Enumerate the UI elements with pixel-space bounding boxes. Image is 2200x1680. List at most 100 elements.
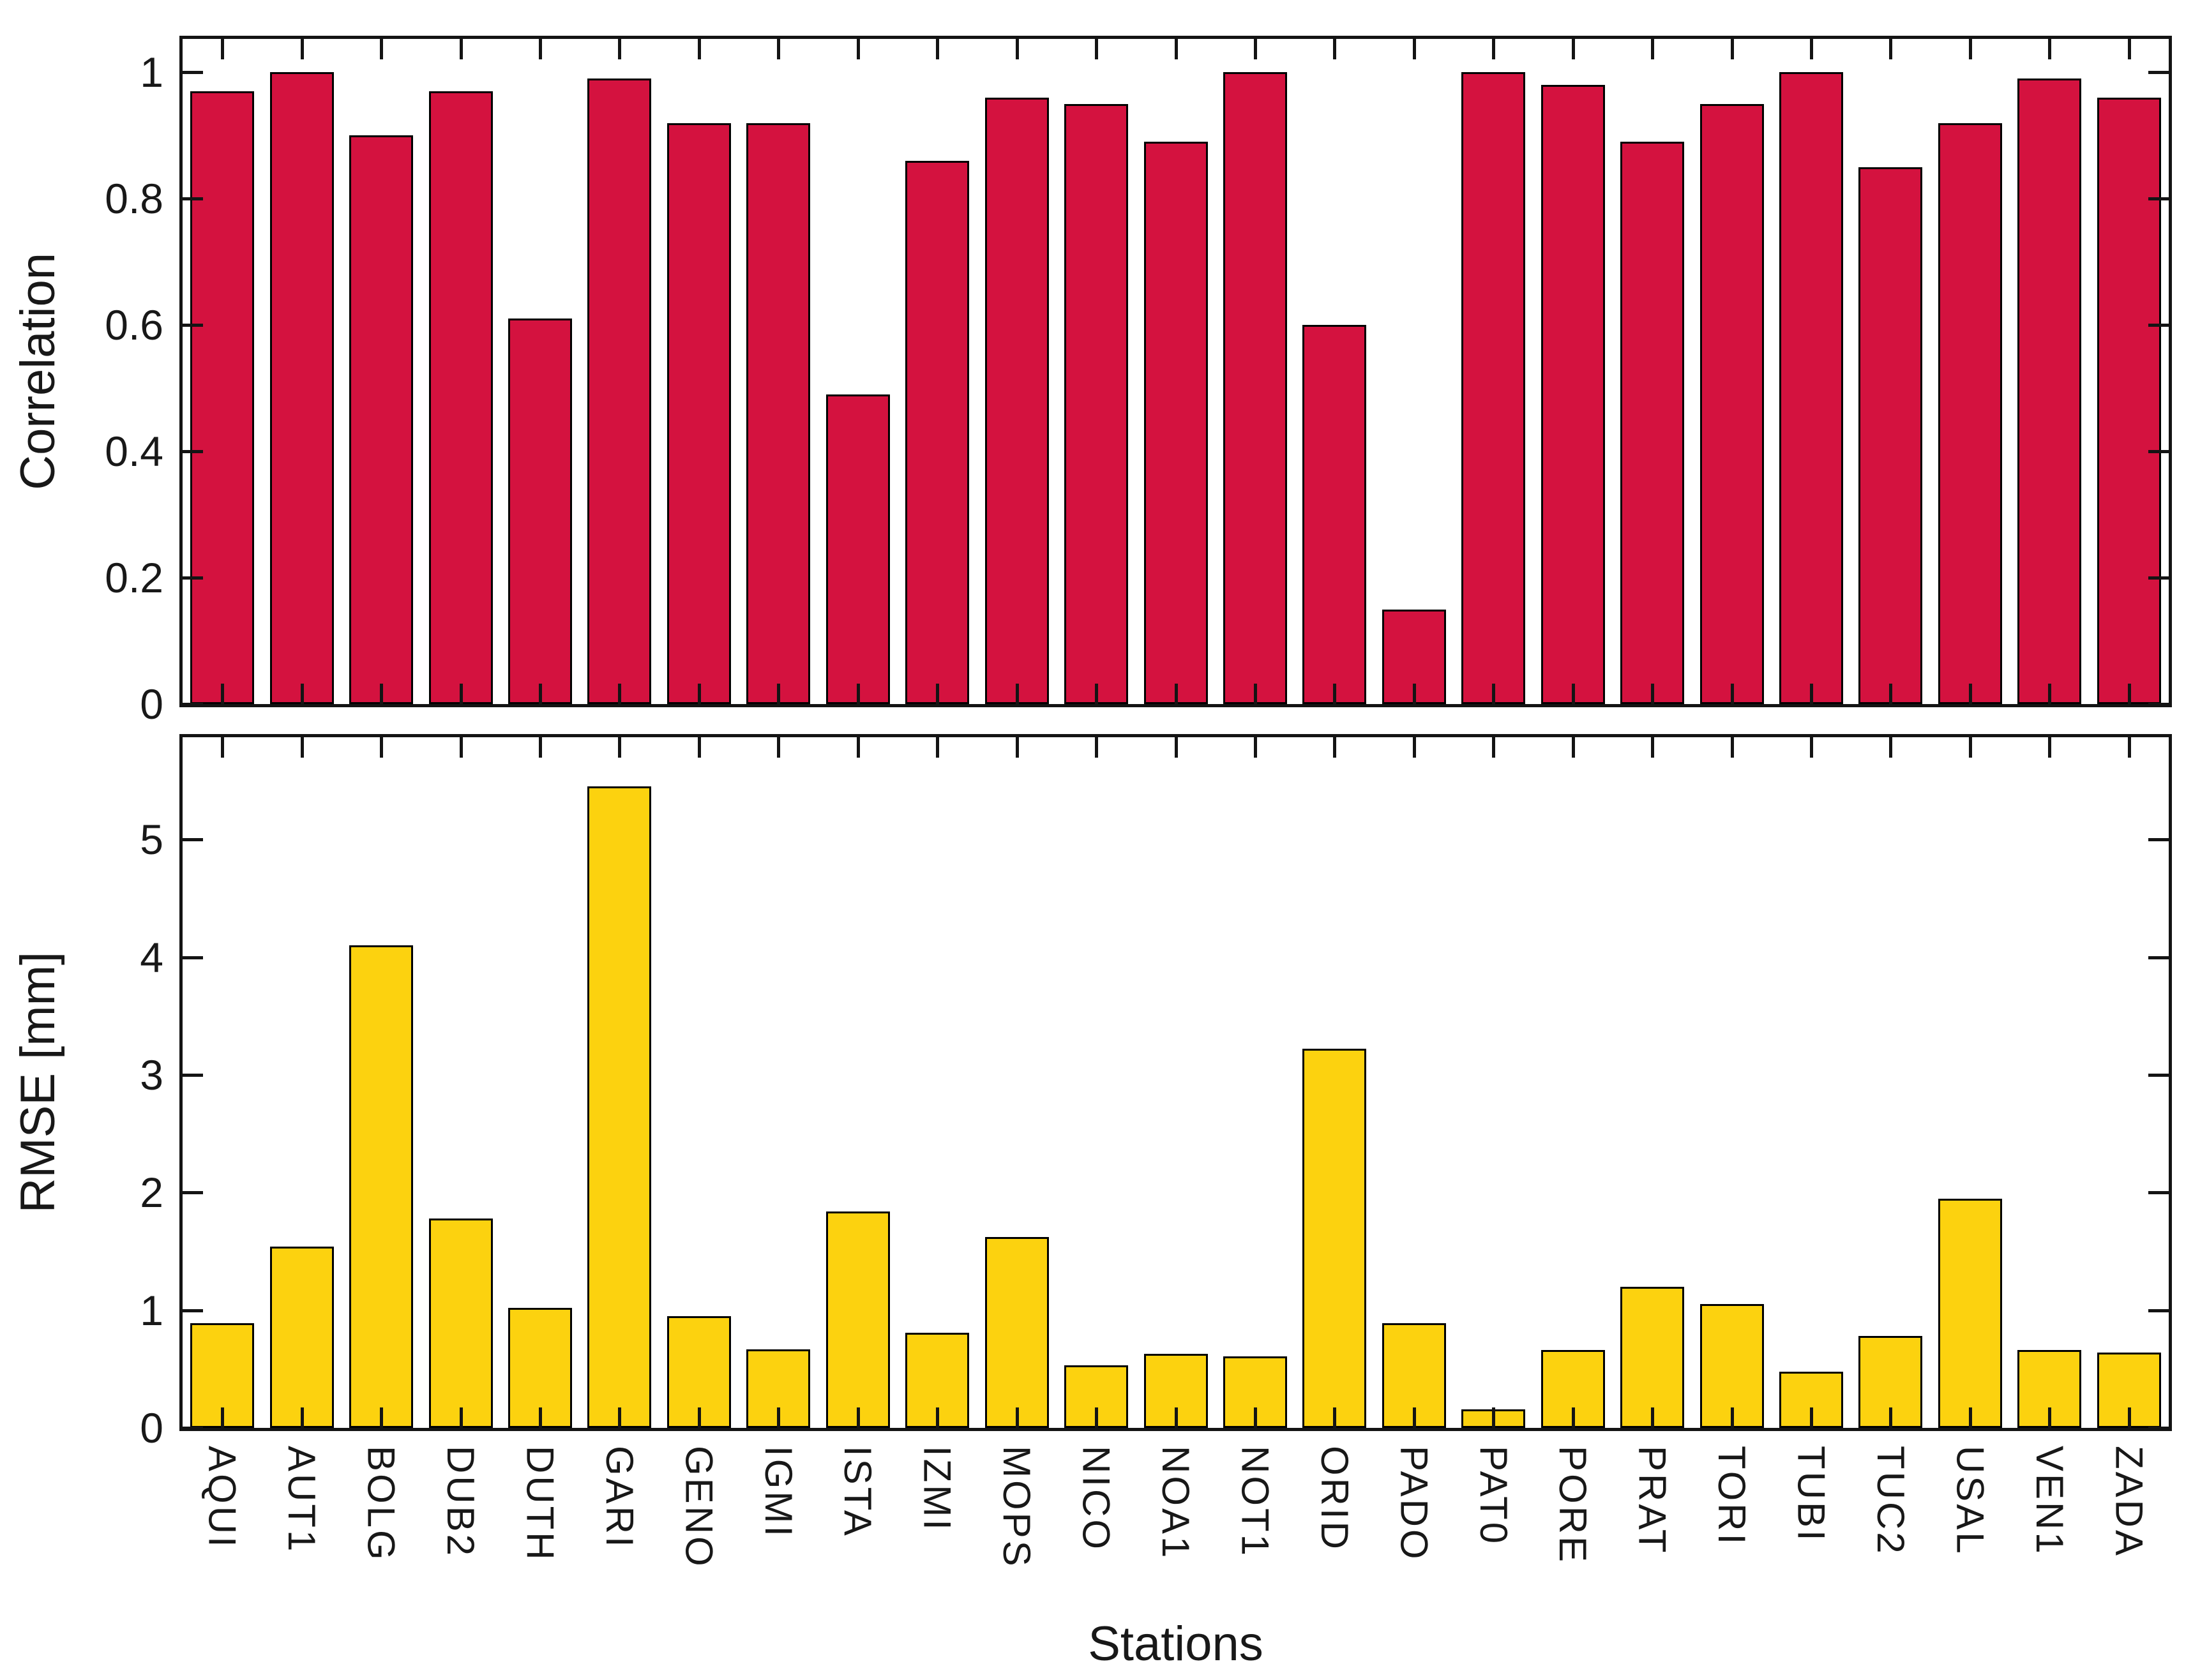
y-tick-label-1: 1 bbox=[140, 1286, 163, 1334]
correlation-plot-area: 0 0.2 0.4 0.6 0.8 1 bbox=[105, 36, 2172, 725]
y-tick-right bbox=[2148, 838, 2169, 842]
x-tick-bottom bbox=[1333, 684, 1337, 704]
y-tick-left bbox=[183, 956, 203, 959]
y-tick-left bbox=[183, 1427, 203, 1430]
x-tick-top bbox=[221, 39, 225, 59]
y-tick-label-0: 0 bbox=[140, 680, 163, 728]
x-tick-bottom bbox=[1492, 684, 1496, 704]
x-tick-bottom bbox=[380, 684, 384, 704]
y-tick-left bbox=[183, 576, 203, 580]
x-tick-top bbox=[538, 737, 542, 758]
x-tick-bottom bbox=[2048, 684, 2052, 704]
x-tick-top bbox=[1810, 39, 1814, 59]
x-tick-top bbox=[697, 737, 701, 758]
x-tick-bottom bbox=[1968, 684, 1972, 704]
correlation-panel: 0 0.2 0.4 0.6 0.8 1 bbox=[105, 36, 2172, 725]
y-tick-left bbox=[183, 324, 203, 327]
bottom-bar-NICO bbox=[1064, 1365, 1129, 1428]
x-tick-label-PAT0: PAT0 bbox=[1472, 1446, 1515, 1547]
x-tick-top bbox=[2127, 737, 2131, 758]
bottom-bar-USAL bbox=[1938, 1198, 2002, 1428]
top-bar-AQUI bbox=[190, 91, 255, 704]
x-tick-bottom bbox=[618, 1407, 622, 1428]
y-tick-left bbox=[183, 838, 203, 842]
y-tick-label-5: 5 bbox=[140, 816, 163, 864]
x-tick-top bbox=[1015, 737, 1019, 758]
y-axis-title-correlation-text: Correlation bbox=[11, 253, 65, 490]
x-tick-bottom bbox=[1571, 1407, 1575, 1428]
x-tick-bottom bbox=[1174, 684, 1178, 704]
x-tick-top bbox=[1095, 39, 1099, 59]
x-tick-label-AQUI: AQUI bbox=[200, 1446, 244, 1550]
bottom-bar-TORI bbox=[1699, 1304, 1764, 1428]
x-tick-top bbox=[856, 39, 860, 59]
bottom-bar-TUC2 bbox=[1858, 1336, 1923, 1428]
x-tick-top bbox=[1174, 737, 1178, 758]
top-bar-NOA1 bbox=[1143, 142, 1208, 704]
x-tick-bottom bbox=[300, 684, 304, 704]
y-tick-right bbox=[2148, 1427, 2169, 1430]
x-tick-label-IZMI: IZMI bbox=[915, 1446, 959, 1533]
x-tick-label-BOLG: BOLG bbox=[359, 1446, 403, 1563]
y-tick-right bbox=[2148, 71, 2169, 75]
x-tick-bottom bbox=[1889, 1407, 1893, 1428]
bottom-bar-ORID bbox=[1302, 1049, 1367, 1428]
top-bar-ORID bbox=[1302, 325, 1367, 704]
x-tick-top bbox=[1730, 39, 1734, 59]
x-tick-top bbox=[1651, 39, 1655, 59]
y-tick-label-3: 3 bbox=[140, 1051, 163, 1099]
x-tick-label-NOA1: NOA1 bbox=[1154, 1446, 1197, 1561]
x-tick-bottom bbox=[777, 1407, 781, 1428]
x-tick-label-TUC2: TUC2 bbox=[1869, 1446, 1912, 1556]
x-tick-bottom bbox=[697, 1407, 701, 1428]
x-tick-top bbox=[380, 737, 384, 758]
x-tick-top bbox=[1253, 39, 1257, 59]
x-tick-label-VEN1: VEN1 bbox=[2028, 1446, 2071, 1556]
top-bar-BOLG bbox=[349, 135, 414, 704]
x-tick-bottom bbox=[1810, 1407, 1814, 1428]
x-tick-bottom bbox=[1810, 684, 1814, 704]
x-tick-bottom bbox=[221, 1407, 225, 1428]
y-tick-left bbox=[183, 71, 203, 75]
x-tick-top bbox=[459, 737, 463, 758]
x-tick-top bbox=[777, 39, 781, 59]
top-bar-TUC2 bbox=[1858, 167, 1923, 704]
x-tick-bottom bbox=[1651, 684, 1655, 704]
x-tick-label-MOPS: MOPS bbox=[995, 1446, 1039, 1569]
y-tick-right bbox=[2148, 324, 2169, 327]
x-tick-top bbox=[856, 737, 860, 758]
y-tick-right bbox=[2148, 703, 2169, 706]
top-bar-ISTA bbox=[825, 394, 890, 704]
top-bar-PAT0 bbox=[1461, 72, 1526, 704]
top-bar-VEN1 bbox=[2017, 79, 2082, 704]
x-tick-top bbox=[2048, 737, 2052, 758]
x-tick-bottom bbox=[1015, 1407, 1019, 1428]
x-tick-bottom bbox=[1333, 1407, 1337, 1428]
top-bar-PORE bbox=[1541, 85, 1605, 704]
y-axis-title-rmse-text: RMSE [mm] bbox=[11, 952, 65, 1213]
x-tick-label-TORI: TORI bbox=[1710, 1446, 1754, 1547]
x-tick-bottom bbox=[221, 684, 225, 704]
x-tick-bottom bbox=[1412, 684, 1416, 704]
x-tick-bottom bbox=[1412, 1407, 1416, 1428]
y-tick-right bbox=[2148, 197, 2169, 201]
top-bar-IZMI bbox=[905, 160, 970, 704]
y-tick-label-0.6: 0.6 bbox=[105, 301, 163, 349]
x-tick-bottom bbox=[380, 1407, 384, 1428]
x-tick-bottom bbox=[1095, 1407, 1099, 1428]
x-tick-top bbox=[936, 39, 940, 59]
x-tick-top bbox=[300, 39, 304, 59]
y-tick-left bbox=[183, 1074, 203, 1077]
x-tick-top bbox=[1968, 39, 1972, 59]
y-tick-label-1: 1 bbox=[140, 49, 163, 96]
x-tick-top bbox=[1889, 39, 1893, 59]
top-bar-GENO bbox=[667, 123, 731, 704]
x-tick-bottom bbox=[697, 684, 701, 704]
x-tick-bottom bbox=[2127, 684, 2131, 704]
x-tick-bottom bbox=[538, 1407, 542, 1428]
x-tick-bottom bbox=[1253, 684, 1257, 704]
x-tick-label-ZADA: ZADA bbox=[2107, 1446, 2151, 1559]
top-bar-AUT1 bbox=[269, 72, 334, 704]
x-tick-label-PORE: PORE bbox=[1551, 1446, 1595, 1565]
